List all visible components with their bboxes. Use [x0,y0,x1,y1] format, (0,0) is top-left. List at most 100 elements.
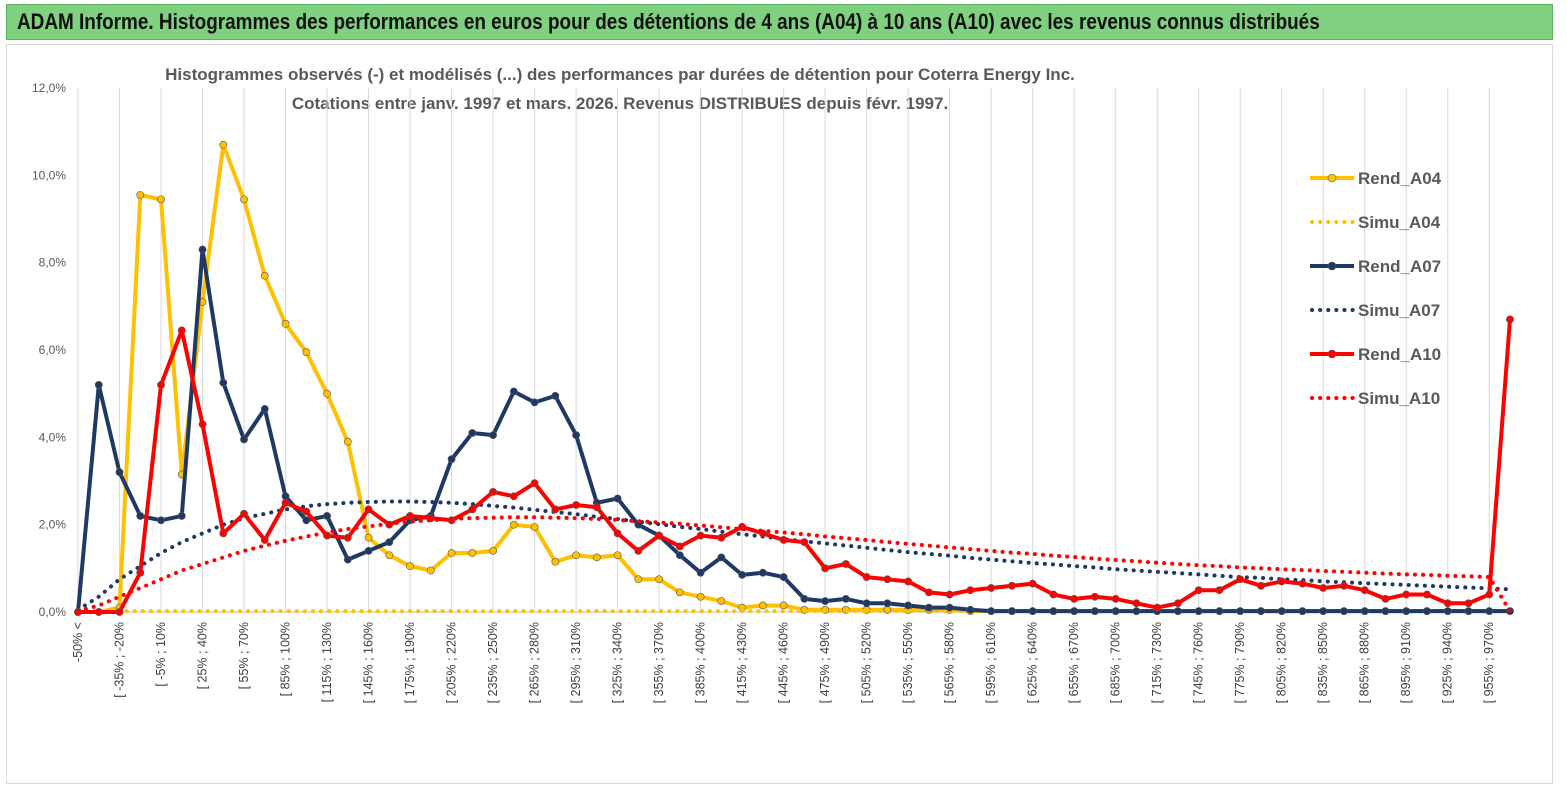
x-axis: -50% < [ -35% ; -20% [ -5% ; 10% [ 25% ; 40… [71,622,1496,703]
point-rend-a07 [966,605,975,614]
point-rend-a04 [489,546,497,555]
chart-subtitle: Cotations entre janv. 1997 et mars. 2026… [292,94,948,113]
point-rend-a04 [364,533,373,542]
point-rend-a10 [219,529,228,538]
point-rend-a04 [758,601,767,610]
y-tick-label: 0,0% [39,605,67,619]
point-rend-a10 [1132,599,1141,608]
point-rend-a10 [717,533,726,542]
x-tick-label: [ 145% ; 160% [362,622,376,703]
point-rend-a04 [343,437,352,446]
point-rend-a10 [966,586,975,595]
point-rend-a10 [406,512,414,520]
series-line-simu-a10 [76,515,1512,614]
point-rend-a04 [717,597,726,605]
point-rend-a10 [1049,590,1058,599]
point-rend-a04 [447,549,456,557]
y-axis: 0,0% 2,0% 4,0% 6,0% 8,0% 10,0% 12,0% [32,81,66,619]
point-rend-a07 [883,599,892,608]
point-rend-a10 [302,507,311,516]
x-tick-label: [ 85% ; 100% [279,622,293,696]
x-tick-label: [ 325% ; 340% [611,622,625,703]
legend-label-rend-a04: Rend_A04 [1358,169,1442,188]
legend-label-rend-a10: Rend_A10 [1358,345,1441,364]
x-tick-label: [ 295% ; 310% [569,622,583,703]
point-rend-a07 [1236,607,1245,616]
point-rend-a07 [758,568,767,577]
series-line-simu-a07 [76,499,1512,612]
point-rend-a07 [1443,607,1452,616]
point-rend-a04 [385,551,394,560]
point-rend-a07 [323,512,331,520]
y-tick-label: 6,0% [39,343,67,357]
legend: Rend_A04 Simu_A04 Rend_A07 Simu_A07 Rend_A10… [1310,169,1442,408]
point-rend-a07 [862,599,871,608]
point-rend-a10 [883,575,892,584]
x-tick-label: [ 475% ; 490% [818,622,832,703]
x-tick-label: [ -35% ; -20% [113,622,127,698]
point-rend-a10 [1360,586,1369,595]
point-rend-a10 [779,536,788,544]
point-rend-a07 [1257,607,1265,616]
x-tick-label: [ -5% ; 10% [154,622,168,687]
x-tick-label: [ 595% ; 610% [984,622,998,703]
x-tick-label: [ 655% ; 670% [1067,622,1081,703]
point-rend-a07 [1423,607,1431,616]
point-rend-a04 [779,601,788,610]
point-rend-a10 [364,505,373,514]
point-rend-a07 [841,595,850,603]
point-rend-a07 [530,398,539,407]
point-rend-a07 [696,568,705,577]
point-rend-a04 [592,553,601,562]
point-rend-a07 [385,538,394,547]
point-rend-a07 [1091,607,1099,616]
point-rend-a04 [655,575,664,584]
point-rend-a07 [987,607,996,616]
x-tick-label: [ 355% ; 370% [652,622,666,703]
point-rend-a04 [572,551,580,560]
point-rend-a07 [281,492,290,501]
point-rend-a07 [177,512,186,520]
point-rend-a10 [987,584,996,592]
y-tick-label: 4,0% [39,430,67,444]
chart-frame [6,44,1553,784]
point-rend-a10 [1194,586,1203,595]
point-rend-a07 [800,595,809,603]
point-rend-a04 [509,520,518,529]
x-tick-label: [ 775% ; 790% [1233,622,1247,703]
point-rend-a07 [198,245,207,254]
point-rend-a10 [281,498,290,507]
point-rend-a10 [1028,579,1037,588]
point-rend-a10 [821,564,830,573]
point-rend-a07 [1028,607,1037,616]
point-rend-a10 [157,381,165,389]
point-rend-a04 [613,551,622,560]
legend-marker-rend-a10 [1327,349,1337,359]
point-rend-a04 [675,588,684,597]
point-rend-a07 [136,512,145,520]
point-rend-a10 [1111,595,1120,603]
point-rend-a10 [1215,586,1224,595]
point-rend-a10 [1423,590,1431,599]
point-rend-a10 [572,501,580,509]
point-rend-a07 [1485,607,1494,616]
y-tick-label: 10,0% [32,168,66,182]
point-rend-a10 [1319,584,1328,592]
report-title: ADAM Informe. Histogrammes des performan… [17,9,1320,34]
point-rend-a10 [551,505,560,514]
point-rend-a07 [302,516,311,525]
point-rend-a07 [551,391,560,400]
plot-area [74,140,1514,616]
point-rend-a04 [468,549,477,557]
x-tick-label: [ 25% ; 40% [196,622,210,689]
point-rend-a07 [572,431,580,440]
point-rend-a10 [1070,595,1079,603]
point-rend-a04 [426,566,435,575]
point-rend-a10 [634,546,643,555]
point-rend-a10 [240,509,248,518]
legend-label-simu-a07: Simu_A07 [1358,301,1440,320]
point-rend-a10 [1091,592,1099,601]
point-rend-a07 [1132,607,1141,616]
x-tick-label: [ 175% ; 190% [403,622,417,703]
